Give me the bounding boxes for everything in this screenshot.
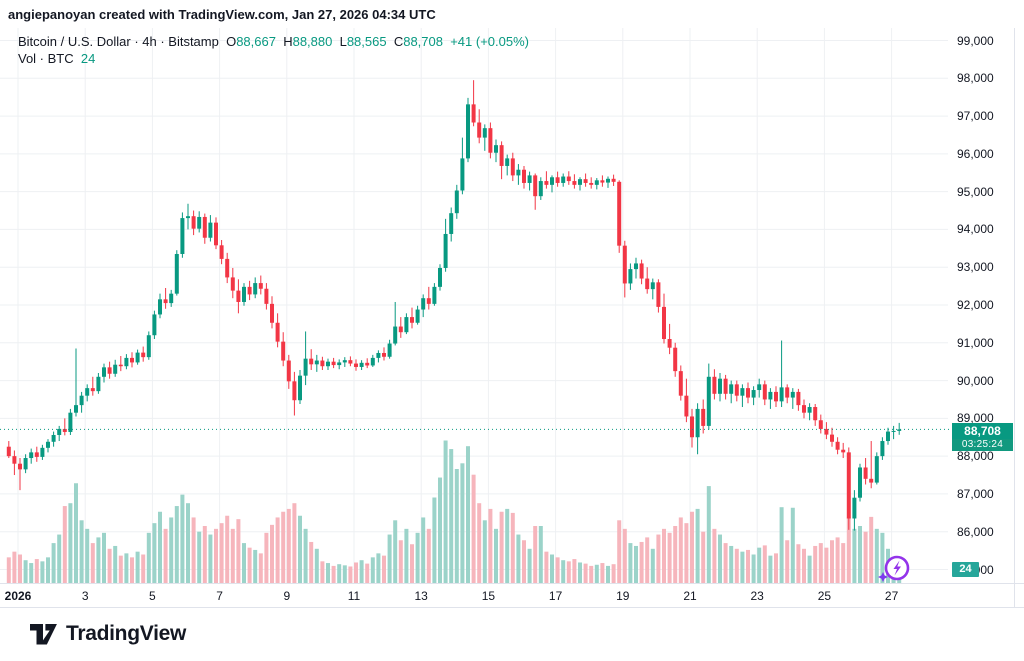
tradingview-logo[interactable]: TradingView (30, 622, 186, 646)
symbol-title[interactable]: Bitcoin / U.S. Dollar · 4h · Bitstamp (18, 34, 219, 49)
price-axis-label: 95,000 (957, 184, 994, 199)
chart-legend[interactable]: Bitcoin / U.S. Dollar · 4h · Bitstamp O8… (18, 33, 529, 67)
change-value: +41 (+0.05%) (450, 34, 529, 49)
close-label: C (393, 34, 404, 49)
current-price-value: 88,708 (952, 423, 1013, 439)
time-axis-label: 9 (283, 589, 291, 603)
lightning-icon (878, 555, 910, 582)
price-axis-label: 91,000 (957, 335, 994, 350)
time-axis-label: 25 (817, 589, 832, 603)
price-axis-label: 88,000 (957, 449, 994, 464)
bar-countdown: 03:25:24 (952, 439, 1013, 451)
low-label: L (339, 34, 347, 49)
price-axis-label: 90,000 (957, 373, 994, 388)
time-axis-label: 19 (616, 589, 630, 603)
close-value: 88,708 (403, 34, 443, 49)
price-axis-label: 87,000 (957, 486, 994, 501)
price-axis-label: 92,000 (957, 298, 994, 312)
low-value: 88,565 (346, 34, 387, 49)
tradingview-logo-text: TradingView (66, 622, 187, 645)
price-axis-label: 96,000 (957, 146, 994, 161)
time-axis-label: 15 (481, 589, 496, 603)
price-axis-label: 94,000 (957, 222, 994, 237)
price-axis-label: 98,000 (957, 71, 994, 86)
high-value: 88,880 (292, 34, 333, 49)
time-axis-label: 2026 (4, 589, 32, 603)
time-axis-label: 5 (149, 589, 156, 603)
current-price-badge: 88,708 03:25:24 (952, 423, 1013, 451)
price-axis-label: 89,000 (957, 411, 994, 426)
high-label: H (283, 34, 293, 49)
time-axis-label: 21 (683, 589, 697, 603)
attribution-text: angiepanoyan created with TradingView.co… (8, 7, 436, 22)
time-axis-label: 23 (750, 589, 764, 603)
time-axis-label: 7 (216, 589, 223, 603)
legend-row-symbol: Bitcoin / U.S. Dollar · 4h · Bitstamp O8… (18, 33, 529, 50)
open-label: O (226, 34, 237, 49)
legend-row-volume: Vol · BTC 24 (18, 50, 529, 67)
time-axis-label: 3 (81, 589, 89, 603)
time-axis-label: 17 (548, 589, 563, 603)
price-axis-label: 99,000 (957, 33, 994, 48)
open-value: 88,667 (236, 34, 276, 49)
price-axis-label: 86,000 (957, 524, 994, 539)
price-axis-label: 93,000 (957, 260, 994, 275)
volume-label: Vol · BTC (18, 51, 74, 66)
tradingview-logo-icon (30, 623, 57, 644)
volume-badge: 24 (952, 562, 979, 577)
time-axis-label: 13 (414, 589, 428, 603)
time-axis-label: 27 (884, 589, 899, 603)
price-axis-label: 97,000 (957, 109, 994, 124)
boost-lightning-marker[interactable] (876, 551, 914, 585)
volume-value: 24 (80, 51, 96, 66)
time-axis-label: 11 (347, 589, 361, 603)
